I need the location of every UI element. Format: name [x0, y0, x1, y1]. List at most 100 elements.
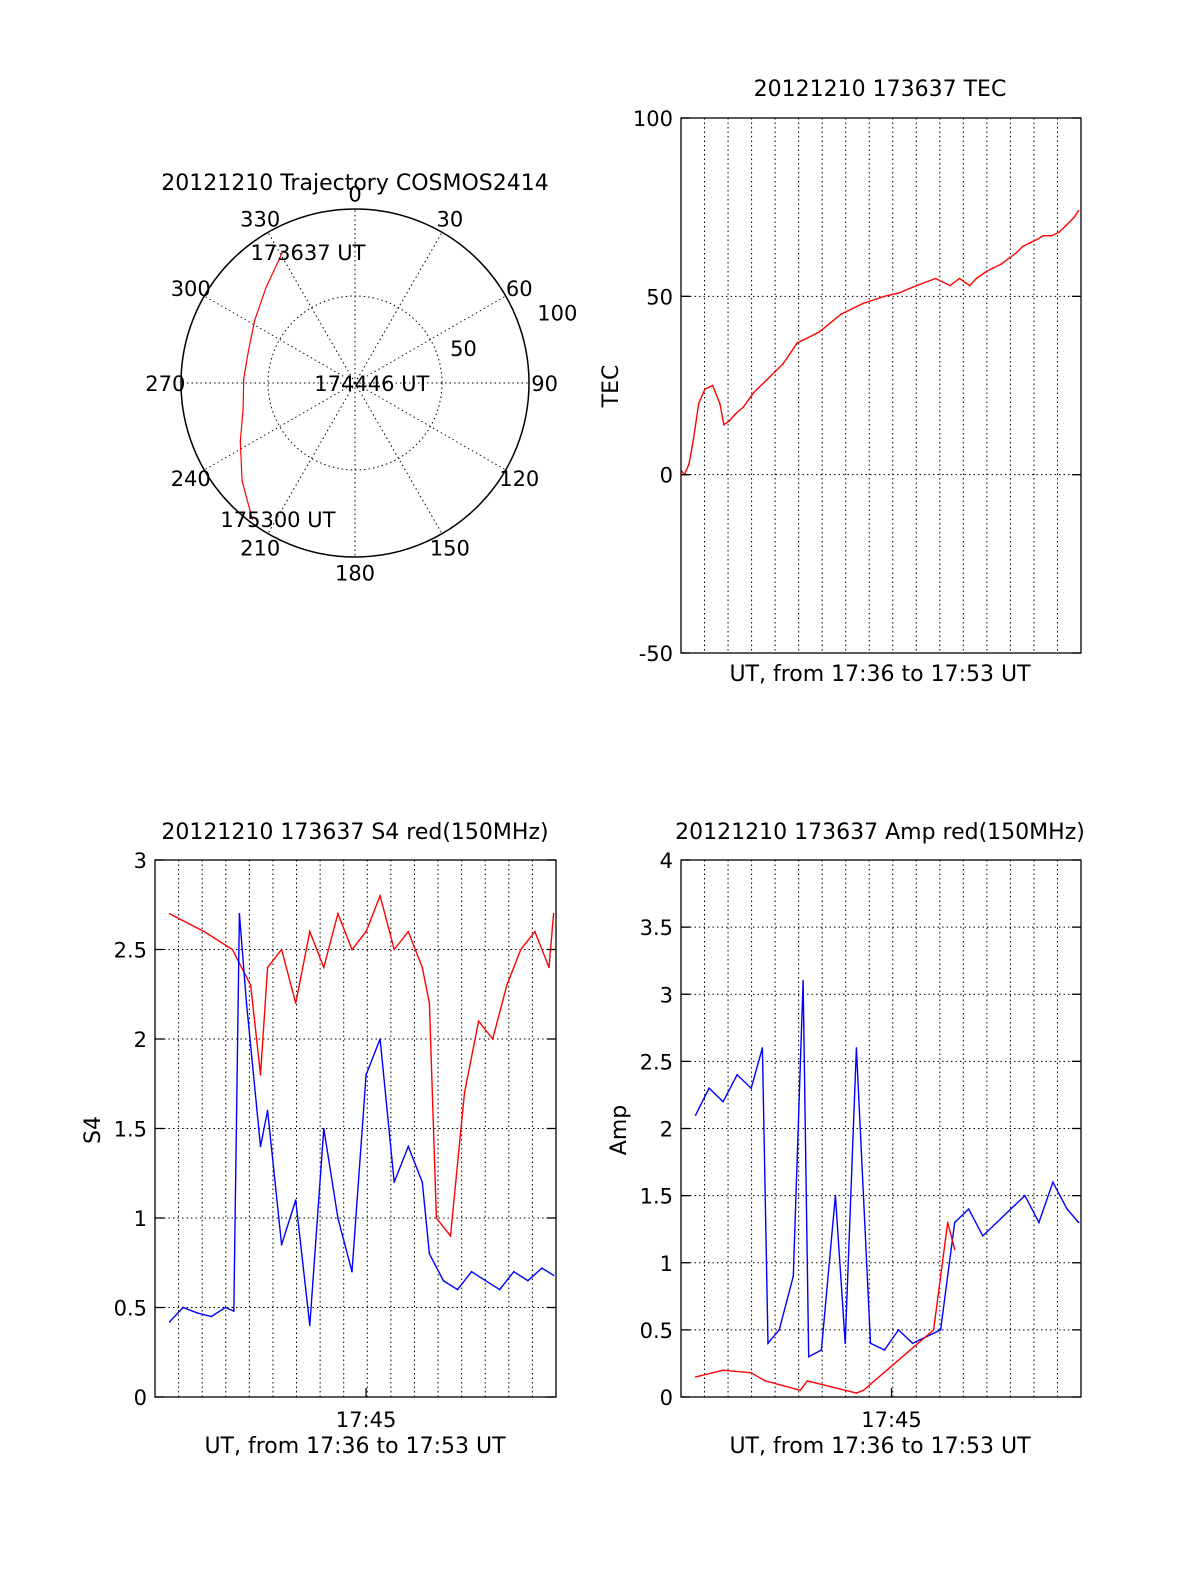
polar-outer-ring [180, 208, 530, 558]
tec-point-red [1077, 209, 1080, 212]
s4-ytick-label: 1 [134, 1207, 147, 1231]
amp-point-blue [1052, 1181, 1054, 1183]
amp-ytick-label: 3 [660, 983, 673, 1007]
tec-point-red [742, 406, 745, 408]
polar-spoke [267, 232, 356, 384]
amp-point-blue [883, 1349, 886, 1351]
amp-point-red [862, 1389, 865, 1392]
s4-point-blue [238, 912, 241, 915]
tec-ytick-label: 100 [633, 107, 673, 131]
amp-point-blue [995, 1221, 998, 1224]
s4-point-blue [442, 1279, 445, 1282]
s4-point-blue [484, 1279, 487, 1282]
amp-series-line-blue [694, 980, 1080, 1358]
amp-series [694, 980, 1080, 1394]
s4-point-red [337, 912, 339, 915]
s4-point-blue [168, 1321, 171, 1323]
amp-xtick-label: 17:45 [861, 1408, 922, 1432]
trajectory-title: 20121210 Trajectory COSMOS2414 [161, 171, 548, 196]
s4-point-blue [259, 1145, 262, 1148]
tec-point-red [1014, 252, 1017, 255]
tec-point-red [692, 438, 695, 440]
s4-point-blue [266, 1109, 269, 1112]
polar-radial-labels: 50 100 [450, 302, 577, 361]
s4-ytick-label: 3 [134, 849, 147, 873]
s4-point-blue [456, 1288, 459, 1291]
trajectory-time-label: 173637 UT [250, 241, 365, 265]
tec-panel: 20121210 173637 TEC -50 0 50 100 UT, from 1… [599, 77, 1082, 687]
tec-point-red [915, 284, 918, 287]
amp-point-blue [736, 1074, 738, 1076]
s4-grid [155, 860, 556, 1397]
tec-point-red [804, 338, 806, 340]
tec-point-red [883, 295, 886, 298]
s4-ytick-label: 2 [134, 1028, 147, 1052]
polar-angle-label: 0 [348, 182, 361, 206]
s4-point-red [407, 930, 410, 933]
s4-series [168, 893, 555, 1327]
s4-point-blue [365, 1074, 367, 1076]
polar-spoke [267, 382, 356, 534]
s4-point-blue [527, 1279, 529, 1282]
s4-point-blue [379, 1038, 381, 1040]
tec-point-red [968, 284, 971, 287]
s4-point-blue [393, 1181, 395, 1183]
polar-angle-label: 300 [171, 277, 211, 301]
amp-x-axis-label: UT, from 17:36 to 17:53 UT [729, 1434, 1031, 1459]
amp-point-blue [1077, 1221, 1080, 1224]
amp-point-blue [844, 1342, 847, 1345]
amp-point-red [750, 1372, 752, 1374]
trajectory-panel: 20121210 Trajectory COSMOS2414 0 30 60 90 12… [145, 171, 577, 586]
amp-point-red [764, 1380, 767, 1382]
s4-point-red [379, 895, 381, 897]
s4-xtick-label: 17:45 [336, 1408, 397, 1432]
s4-point-blue [182, 1306, 184, 1309]
tec-point-red [1058, 231, 1060, 233]
polar-angle-labels: 0 30 60 90 120 150 180 210 240 270 300 330 [145, 182, 558, 585]
s4-y-ticks: 0 0.5 1 1.5 2 2.5 3 [114, 849, 556, 1410]
s4-point-red [365, 930, 367, 933]
amp-point-blue [981, 1235, 984, 1237]
amp-title: 20121210 173637 Amp red(150MHz) [675, 820, 1085, 845]
tec-ytick-label: 0 [660, 464, 673, 488]
amp-point-blue [911, 1342, 914, 1345]
tec-point-red [840, 313, 842, 315]
s4-point-blue [428, 1253, 431, 1255]
tec-point-red [767, 377, 770, 380]
s4-point-blue [280, 1244, 283, 1246]
s4-point-red [534, 930, 536, 933]
polar-series [239, 251, 284, 520]
amp-ytick-label: 0.5 [640, 1319, 673, 1343]
s4-point-blue [351, 1270, 353, 1273]
amp-ytick-label: 2.5 [640, 1050, 673, 1074]
tec-y-axis-label: TEC [599, 365, 624, 409]
amp-ytick-label: 3.5 [640, 916, 673, 940]
amp-point-blue [750, 1087, 752, 1090]
s4-point-red [520, 948, 522, 951]
amp-x-ticks: 17:45 [861, 1388, 922, 1432]
trajectory-point [251, 518, 253, 520]
tec-point-red [975, 277, 978, 280]
s4-point-blue [232, 1310, 235, 1312]
amp-point-blue [1038, 1221, 1040, 1224]
polar-angle-label: 30 [436, 208, 463, 232]
s4-point-red [168, 912, 171, 915]
s4-point-blue [407, 1145, 410, 1148]
s4-point-red [491, 1038, 494, 1040]
tec-point-red [1000, 263, 1002, 266]
tec-grid [681, 118, 1081, 653]
amp-ytick-label: 1 [660, 1252, 673, 1276]
polar-radial-label: 50 [450, 337, 477, 361]
s4-point-blue [421, 1181, 424, 1183]
tec-point-red [1022, 245, 1024, 248]
amp-point-red [799, 1389, 802, 1392]
polar-spoke [204, 295, 356, 384]
tec-point-red [688, 463, 690, 465]
amp-point-blue [694, 1114, 697, 1116]
tec-point-red [796, 341, 799, 344]
tec-point-red [1036, 238, 1039, 241]
s4-plot-frame [154, 859, 557, 1398]
s4-point-blue [294, 1199, 297, 1201]
s4-point-red [552, 912, 555, 915]
amp-point-blue [708, 1087, 710, 1090]
